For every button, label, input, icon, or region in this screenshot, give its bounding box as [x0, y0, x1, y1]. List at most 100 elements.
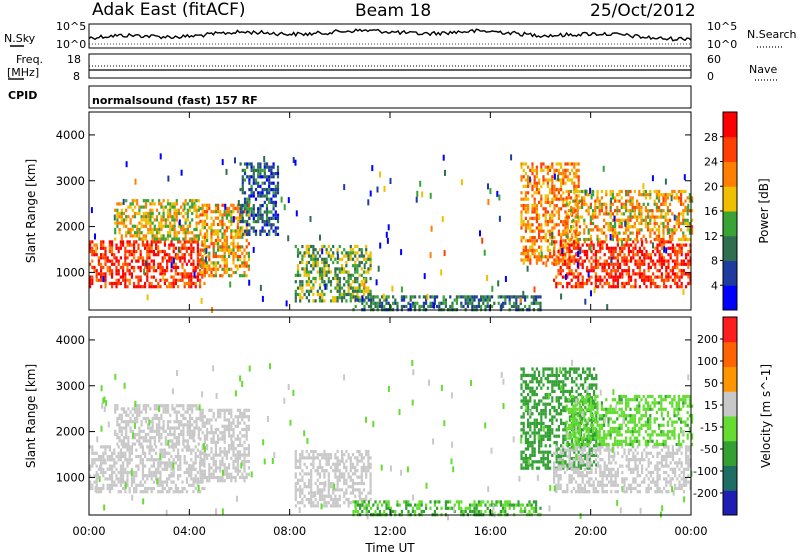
- power-echo-cell: [173, 218, 176, 222]
- power-echo-cell: [194, 269, 197, 273]
- power-echo-cell: [531, 236, 534, 240]
- power-echo-cell: [160, 205, 163, 209]
- power-echo-cell: [188, 272, 191, 276]
- power-echo-cell: [301, 254, 304, 258]
- power-echo-cell: [274, 216, 277, 220]
- power-echo-cell: [674, 259, 677, 263]
- velocity-echo-cell: [212, 472, 215, 476]
- power-echo-cell: [221, 226, 224, 230]
- power-echo-cell: [182, 208, 185, 212]
- power-echo-cell: [597, 262, 600, 266]
- power-echo-cell: [396, 301, 399, 305]
- velocity-echo-cell: [157, 470, 160, 475]
- power-echo-cell: [400, 304, 403, 309]
- velocity-echo-cell: [138, 439, 141, 443]
- power-echo-cell: [577, 272, 580, 276]
- power-echo-cell: [265, 191, 269, 195]
- power-echo-cell: [651, 175, 654, 182]
- power-echo-cell: [589, 237, 592, 242]
- velocity-echo-cell: [183, 445, 186, 449]
- power-echo-cell: [630, 275, 633, 279]
- velocity-echo-cell: [307, 481, 311, 486]
- power-echo-cell: [524, 216, 527, 220]
- power-echo-cell: [301, 280, 304, 284]
- power-echo-cell: [568, 178, 571, 182]
- power-echo-cell: [270, 200, 273, 204]
- power-echo-cell: [551, 184, 554, 188]
- power-echo-cell: [169, 215, 172, 219]
- power-echo-cell: [151, 211, 154, 216]
- power-echo-cell: [376, 301, 379, 305]
- velocity-echo-cell: [208, 479, 211, 483]
- power-echo-cell: [274, 232, 277, 236]
- power-echo-cell: [268, 181, 271, 185]
- power-echo-cell: [674, 281, 677, 286]
- velocity-echo-cell: [219, 469, 222, 473]
- velocity-echo-cell: [161, 451, 164, 455]
- power-echo-cell: [259, 207, 262, 211]
- power-echo-cell: [601, 278, 604, 282]
- power-echo-cell: [653, 218, 656, 222]
- power-echo-cell: [327, 244, 330, 249]
- velocity-echo-cell: [201, 421, 204, 425]
- velocity-echo-cell: [201, 458, 204, 462]
- power-echo-cell: [565, 225, 568, 229]
- velocity-echo-cell: [316, 478, 319, 482]
- power-echo-cell: [608, 262, 611, 266]
- power-echo-cell: [416, 301, 419, 305]
- power-echo-cell: [136, 224, 139, 228]
- power-echo-cell: [691, 218, 694, 222]
- velocity-echo-cell: [175, 442, 178, 446]
- nave-label: Nave: [749, 63, 777, 76]
- velocity-echo-cell: [136, 432, 139, 437]
- power-echo-cell: [609, 205, 612, 210]
- power-echo-cell: [573, 207, 576, 211]
- velocity-echo-cell: [199, 456, 202, 460]
- power-echo-cell: [466, 304, 469, 309]
- power-echo-cell: [610, 197, 613, 204]
- power-echo-cell: [336, 273, 339, 277]
- power-echo-cell: [426, 293, 429, 300]
- power-echo-cell: [527, 165, 530, 169]
- power-echo-cell: [224, 203, 227, 210]
- power-echo-cell: [577, 181, 580, 185]
- power-echo-cell: [201, 210, 204, 214]
- power-echo-cell: [653, 215, 656, 219]
- power-echo-cell: [583, 218, 586, 222]
- velocity-echo-cell: [303, 462, 306, 466]
- power-echo-cell: [203, 259, 206, 263]
- velocity-echo-cell: [312, 459, 315, 463]
- power-echo-cell: [196, 246, 199, 250]
- power-echo-cell: [649, 231, 652, 235]
- velocity-echo-cell: [192, 448, 195, 452]
- power-echo-cell: [201, 206, 204, 211]
- power-echo-cell: [259, 210, 262, 214]
- power-echo-cell: [137, 243, 140, 247]
- velocity-echo-cell: [241, 472, 244, 476]
- power-echo-cell: [455, 295, 458, 299]
- power-echo-cell: [527, 175, 530, 179]
- power-echo-cell: [570, 256, 573, 260]
- power-echo-cell: [246, 223, 249, 227]
- power-echo-cell: [234, 270, 237, 275]
- power-echo-cell: [203, 242, 206, 246]
- velocity-echo-cell: [219, 411, 222, 416]
- power-echo-cell: [620, 212, 623, 216]
- power-echo-cell: [625, 225, 628, 229]
- power-echo-cell: [660, 275, 663, 279]
- power-echo-cell: [500, 303, 503, 310]
- velocity-echo-cell: [161, 486, 164, 491]
- power-echo-cell: [577, 162, 580, 166]
- power-echo-cell: [356, 267, 359, 271]
- power-echo-cell: [678, 248, 681, 255]
- velocity-echo-cell: [334, 497, 337, 502]
- power-echo-cell: [680, 189, 683, 194]
- power-echo-cell: [638, 205, 641, 210]
- power-echo-cell: [605, 269, 608, 273]
- velocity-echo-cell: [360, 475, 363, 479]
- power-echo-cell: [108, 265, 111, 270]
- velocity-echo-cell: [124, 451, 127, 455]
- power-echo-cell: [634, 253, 637, 257]
- power-echo-cell: [214, 261, 217, 265]
